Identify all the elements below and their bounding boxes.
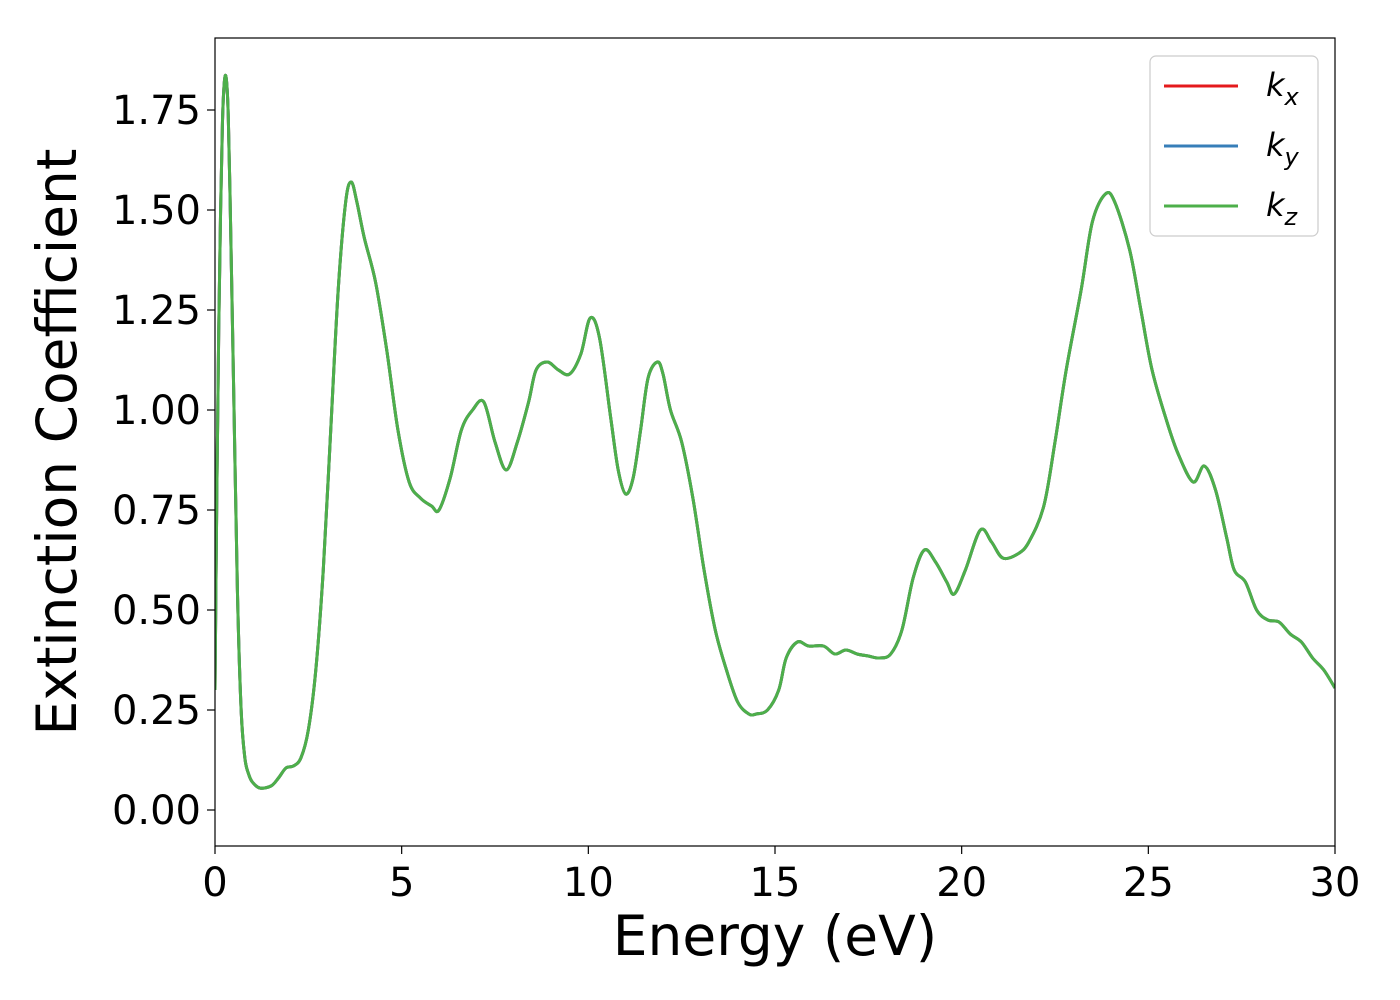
x-tick-label: 5	[389, 860, 414, 906]
x-tick-label: 15	[750, 860, 801, 906]
legend-label-kz: kz	[1266, 186, 1299, 231]
legend-label-ky: ky	[1266, 126, 1300, 171]
x-axis: 0 5 10 15 20 25 30	[202, 846, 1360, 906]
y-tick-label: 1.25	[112, 288, 201, 334]
x-tick-label: 0	[202, 860, 227, 906]
y-tick-label: 1.50	[112, 188, 201, 234]
x-axis-title: Energy (eV)	[613, 904, 937, 968]
y-tick-label: 1.75	[112, 88, 201, 134]
x-tick-label: 10	[563, 860, 614, 906]
y-tick-label: 0.75	[112, 488, 201, 534]
y-tick-label: 0.00	[112, 788, 201, 834]
x-tick-label: 25	[1123, 860, 1174, 906]
plot-area	[215, 38, 1335, 846]
legend-label-kx: kx	[1266, 66, 1300, 111]
y-axis-title: Extinction Coefficient	[25, 149, 89, 736]
y-tick-label: 0.25	[112, 688, 201, 734]
series-line-kz	[215, 73, 1335, 790]
series-layer	[215, 73, 1335, 790]
y-tick-label: 1.00	[112, 388, 201, 434]
y-axis: 0.00 0.25 0.50 0.75 1.00 1.25 1.50 1.75	[112, 88, 215, 834]
x-tick-label: 30	[1310, 860, 1361, 906]
x-tick-label: 20	[936, 860, 987, 906]
legend: kx ky kz	[1149, 55, 1319, 237]
y-tick-label: 0.50	[112, 588, 201, 634]
